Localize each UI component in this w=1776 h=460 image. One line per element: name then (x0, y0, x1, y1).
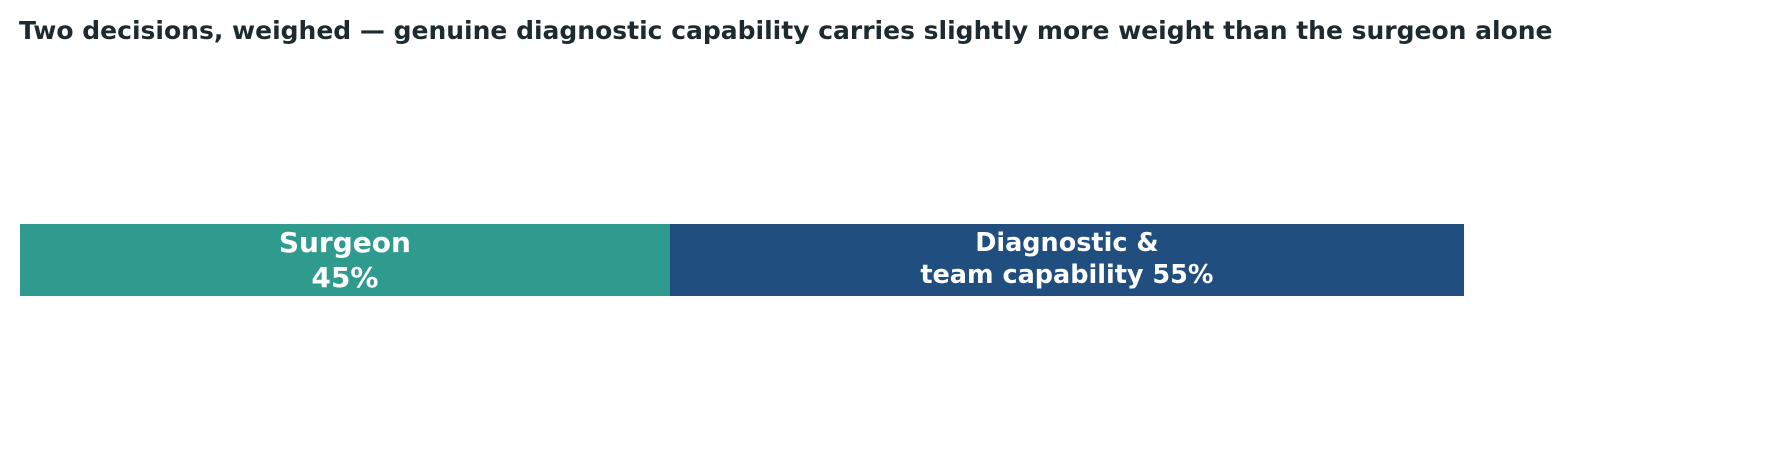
segment-label: Surgeon 45% (265, 225, 425, 295)
series-name: Surgeon (278, 226, 411, 259)
stacked-bar: Surgeon 45% Diagnostic & team capability … (20, 224, 1464, 296)
bar-segment: Surgeon 45% (20, 224, 670, 296)
bar-segment: Diagnostic & team capability 55% (669, 224, 1464, 296)
series-name: Diagnostic & team capability (920, 228, 1159, 290)
segment-label: Diagnostic & team capability 55% (920, 228, 1213, 292)
value-label: 45% (311, 261, 379, 294)
chart-title: Two decisions, weighed — genuine diagnos… (19, 16, 1553, 45)
value-label: 55% (1152, 260, 1214, 290)
